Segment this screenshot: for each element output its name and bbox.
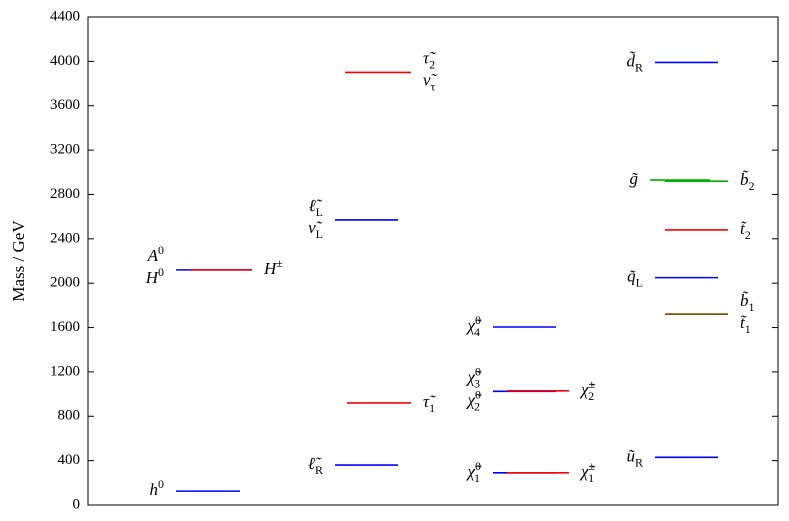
level-label: d̃R [626,51,643,74]
level-label: χ̃0 4 [466,313,482,339]
level-label: t̃2 [740,219,751,242]
label-sub: 1 [588,471,594,485]
label-sub: R [635,455,643,469]
label-sub: R [315,463,323,477]
label-sup: ± [588,377,595,391]
level-label: χ̃± 2 [579,377,595,403]
label-base: b̃ [740,170,749,189]
label-sup: 0 [475,459,481,473]
label-sub: R [635,60,643,74]
level-label: h0 [150,477,165,499]
level-label: ν̃τ [423,70,438,93]
label-sub: 1 [749,300,755,314]
y-tick-label: 1600 [50,319,80,335]
level-label: H± [263,256,283,278]
level-label: ν̃L [308,218,323,241]
label-sub: L [636,276,643,290]
label-base: q̃ [627,267,636,286]
label-sup: ± [276,256,283,270]
label-sub: 1 [745,322,751,336]
label-sup: 0 [158,243,164,257]
label-sub: 2 [745,228,751,242]
label-sup: 0 [475,364,481,378]
label-sub: 1 [429,401,435,415]
label-sup: 0 [158,477,164,491]
label-base: H [145,268,160,287]
y-tick-label: 4400 [50,8,80,24]
label-base: A [147,246,159,265]
y-tick-label: 800 [58,408,81,424]
y-axis-label: Mass / GeV [9,220,28,302]
label-base: g̃ [630,169,639,188]
level-label: g̃ [630,169,639,188]
label-sub: 1 [474,471,480,485]
level-label: b̃2 [740,170,755,193]
level-label: χ̃± 1 [579,459,595,485]
plot-frame [87,16,779,506]
label-sub: L [316,205,323,219]
label-sub: 2 [429,57,435,71]
level-label: χ̃0 1 [466,459,482,485]
label-base: H [263,259,278,278]
level-label: ℓ̃R [308,454,323,477]
level-label: t̃1 [740,313,751,336]
label-base: d̃ [626,51,635,70]
label-sup: ± [588,459,595,473]
label-sup: 0 [158,265,164,279]
label-sub: 3 [474,376,480,390]
y-tick-label: 3200 [50,142,80,158]
label-sup: 0 [475,387,481,401]
y-tick-label: 1200 [50,363,80,379]
label-base: t̃ [740,313,747,332]
label-sub: 2 [474,399,480,413]
level-label: ℓ̃L [309,196,323,219]
label-base: ũ [626,446,635,465]
y-tick-label: 2000 [50,275,80,291]
y-tick-label: 0 [73,496,81,512]
label-sup: 0 [475,313,481,327]
label-base: b̃ [740,291,749,310]
level-label: H0 [145,265,164,287]
level-label: A0 [147,243,164,265]
level-label: q̃L [627,267,643,290]
label-base: h [150,480,159,499]
level-label: τ̃2 [423,48,436,71]
y-tick-label: 2400 [50,230,80,246]
level-label: χ̃0 3 [466,364,482,390]
label-sub: 4 [474,325,480,339]
label-base: t̃ [740,219,747,238]
label-sub: L [316,227,323,241]
level-label: ũR [626,446,643,469]
level-label: τ̃1 [423,392,436,415]
label-sub: τ [431,79,436,93]
y-tick-label: 3600 [50,97,80,113]
y-tick-label: 2800 [50,186,80,202]
level-label: b̃1 [740,291,755,314]
y-tick-label: 400 [58,452,81,468]
label-sub: 2 [588,389,594,403]
level-label: χ̃0 2 [466,387,482,413]
label-sub: 2 [749,179,755,193]
y-tick-label: 4000 [50,53,80,69]
